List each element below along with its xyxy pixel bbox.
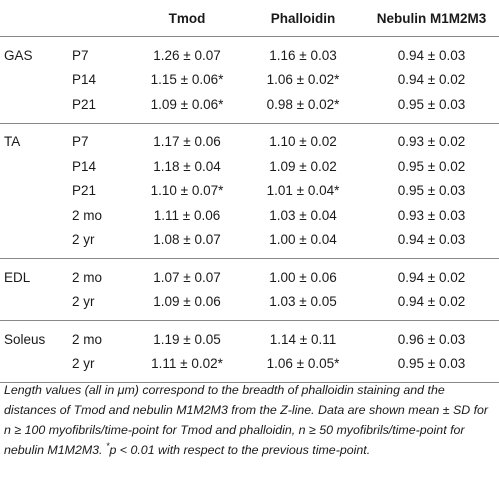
- header-muscle: [0, 0, 72, 37]
- table-row: TA P7 1.17 ± 0.06 1.10 ± 0.02 0.93 ± 0.0…: [0, 123, 499, 154]
- nebulin-cell: 0.95 ± 0.03: [364, 351, 499, 383]
- table-row: P21 1.10 ± 0.07* 1.01 ± 0.04* 0.95 ± 0.0…: [0, 179, 499, 204]
- phalloidin-cell: 1.16 ± 0.03: [269, 47, 337, 63]
- tmod-cell: 1.08 ± 0.07: [132, 227, 242, 259]
- muscle-cell: [0, 203, 72, 228]
- nebulin-cell: 0.95 ± 0.02: [397, 158, 466, 174]
- table-row: 2 yr 1.09 ± 0.06 1.03 ± 0.05 0.94 ± 0.02: [0, 289, 499, 321]
- table-row: P14 1.15 ± 0.06* 1.06 ± 0.02* 0.94 ± 0.0…: [0, 68, 499, 93]
- tmod-cell: 1.07 ± 0.07: [153, 269, 221, 285]
- tmod-cell: 1.19 ± 0.05: [153, 331, 221, 347]
- phalloidin-cell: 1.14 ± 0.11: [269, 331, 337, 347]
- footnote-text: Length values (all in μm) correspond to …: [4, 383, 489, 457]
- muscle-cell: GAS: [4, 47, 33, 63]
- time-cell: 2 yr: [72, 227, 132, 259]
- nebulin-cell: 0.94 ± 0.03: [364, 227, 499, 259]
- phalloidin-cell: 1.10 ± 0.02: [269, 134, 337, 150]
- time-cell: P7: [72, 134, 89, 150]
- muscle-cell: [0, 289, 72, 321]
- time-cell: P21: [72, 183, 97, 199]
- header-time: [72, 0, 132, 37]
- table-header-row: Tmod Phalloidin Nebulin M1M2M3: [0, 0, 499, 37]
- table-row: GAS P7 1.26 ± 0.07 1.16 ± 0.03 0.94 ± 0.…: [0, 37, 499, 68]
- table-row: Soleus 2 mo 1.19 ± 0.05 1.14 ± 0.11 0.96…: [0, 321, 499, 352]
- table-row: 2 yr 1.08 ± 0.07 1.00 ± 0.04 0.94 ± 0.03: [0, 227, 499, 259]
- header-phalloidin: Phalloidin: [242, 0, 364, 37]
- tmod-cell: 1.10 ± 0.07*: [150, 183, 224, 199]
- time-cell: 2 yr: [72, 351, 132, 383]
- nebulin-cell: 0.94 ± 0.03: [397, 47, 466, 63]
- time-cell: 2 mo: [72, 207, 103, 223]
- time-cell: P7: [72, 47, 89, 63]
- phalloidin-cell: 0.98 ± 0.02*: [242, 92, 364, 124]
- time-cell: P14: [72, 158, 97, 174]
- data-table-container: Tmod Phalloidin Nebulin M1M2M3 GAS P7 1.…: [0, 0, 499, 383]
- muscle-cell: [0, 351, 72, 383]
- tmod-cell: 1.18 ± 0.04: [153, 158, 221, 174]
- tmod-cell: 1.17 ± 0.06: [153, 134, 221, 150]
- muscle-cell: [0, 68, 72, 93]
- header-tmod: Tmod: [132, 0, 242, 37]
- time-cell: 2 mo: [72, 269, 103, 285]
- muscle-cell: [0, 179, 72, 204]
- tmod-cell: 1.09 ± 0.06*: [132, 92, 242, 124]
- tmod-cell: 1.11 ± 0.02*: [132, 351, 242, 383]
- nebulin-cell: 0.94 ± 0.02: [397, 269, 466, 285]
- muscle-cell: EDL: [4, 269, 31, 285]
- phalloidin-cell: 1.03 ± 0.04: [269, 207, 337, 223]
- nebulin-cell: 0.96 ± 0.03: [397, 331, 466, 347]
- myofibril-length-table: Tmod Phalloidin Nebulin M1M2M3 GAS P7 1.…: [0, 0, 499, 383]
- nebulin-cell: 0.93 ± 0.03: [397, 207, 466, 223]
- phalloidin-cell: 1.03 ± 0.05: [242, 289, 364, 321]
- table-row: 2 mo 1.11 ± 0.06 1.03 ± 0.04 0.93 ± 0.03: [0, 203, 499, 228]
- nebulin-cell: 0.95 ± 0.03: [364, 92, 499, 124]
- time-cell: 2 mo: [72, 331, 103, 347]
- phalloidin-cell: 1.00 ± 0.06: [269, 269, 337, 285]
- nebulin-cell: 0.94 ± 0.02: [397, 72, 466, 88]
- tmod-cell: 1.26 ± 0.07: [153, 47, 221, 63]
- table-row: P21 1.09 ± 0.06* 0.98 ± 0.02* 0.95 ± 0.0…: [0, 92, 499, 124]
- footnote-asterisk: *: [105, 440, 110, 451]
- phalloidin-cell: 1.00 ± 0.04: [242, 227, 364, 259]
- time-cell: P21: [72, 92, 132, 124]
- nebulin-cell: 0.93 ± 0.02: [397, 134, 466, 150]
- tmod-cell: 1.15 ± 0.06*: [150, 72, 224, 88]
- phalloidin-cell: 1.01 ± 0.04*: [266, 183, 340, 199]
- muscle-cell: [0, 227, 72, 259]
- phalloidin-cell: 1.09 ± 0.02: [269, 158, 337, 174]
- table-row: EDL 2 mo 1.07 ± 0.07 1.00 ± 0.06 0.94 ± …: [0, 259, 499, 290]
- time-cell: 2 yr: [72, 289, 132, 321]
- muscle-cell: Soleus: [4, 331, 46, 347]
- nebulin-cell: 0.94 ± 0.02: [364, 289, 499, 321]
- table-body: GAS P7 1.26 ± 0.07 1.16 ± 0.03 0.94 ± 0.…: [0, 37, 499, 383]
- muscle-cell: TA: [4, 134, 21, 150]
- table-row: 2 yr 1.11 ± 0.02* 1.06 ± 0.05* 0.95 ± 0.…: [0, 351, 499, 383]
- phalloidin-cell: 1.06 ± 0.05*: [242, 351, 364, 383]
- nebulin-cell: 0.95 ± 0.03: [397, 183, 466, 199]
- table-row: P14 1.18 ± 0.04 1.09 ± 0.02 0.95 ± 0.02: [0, 154, 499, 179]
- muscle-cell: [0, 92, 72, 124]
- tmod-cell: 1.09 ± 0.06: [132, 289, 242, 321]
- table-footnote: Length values (all in μm) correspond to …: [4, 380, 496, 460]
- footnote-significance: p < 0.01 with respect to the previous ti…: [109, 443, 371, 457]
- time-cell: P14: [72, 72, 97, 88]
- muscle-cell: [0, 154, 72, 179]
- tmod-cell: 1.11 ± 0.06: [153, 207, 221, 223]
- header-nebulin: Nebulin M1M2M3: [364, 0, 499, 37]
- phalloidin-cell: 1.06 ± 0.02*: [266, 72, 340, 88]
